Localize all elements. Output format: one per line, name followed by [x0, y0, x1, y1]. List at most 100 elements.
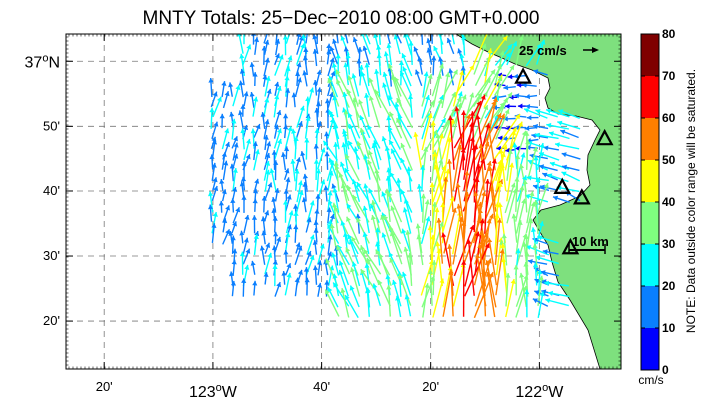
current-vector-head	[507, 149, 513, 154]
current-vector-shaft	[526, 139, 529, 170]
current-vector-shaft	[474, 112, 502, 160]
current-vector-shaft	[397, 114, 413, 139]
current-vector-head	[243, 125, 249, 131]
current-vector-head	[351, 261, 357, 267]
current-vector-head	[326, 43, 332, 49]
current-vector-head	[352, 97, 358, 103]
current-vector-head	[497, 202, 503, 208]
current-vector-shaft	[409, 252, 413, 286]
current-vector-head	[382, 71, 388, 77]
current-vector-shaft	[378, 253, 392, 287]
current-vector-head	[480, 158, 485, 164]
current-vector-head	[228, 82, 234, 88]
current-vector-head	[302, 173, 308, 179]
current-vector-shaft	[525, 201, 535, 234]
current-vector-head	[306, 217, 312, 223]
current-vector-head	[317, 260, 323, 266]
current-vector-head	[264, 97, 270, 103]
current-vector-shaft	[347, 112, 361, 139]
current-vector-head	[290, 159, 296, 164]
current-vector-head	[349, 285, 355, 291]
current-vector-head	[261, 196, 267, 201]
colorbar-tick-label: 70	[662, 69, 676, 83]
current-vector-head	[266, 141, 272, 147]
current-vector-head	[368, 77, 374, 83]
current-vector-head	[528, 218, 534, 224]
current-vector-head	[348, 140, 353, 146]
current-vector-head	[468, 122, 474, 128]
current-vector-head	[469, 111, 476, 116]
current-vector-head	[264, 39, 270, 45]
colorbar-tick-label: 0	[662, 363, 669, 377]
current-vector-shaft	[494, 213, 499, 255]
current-vector-head	[469, 65, 474, 71]
current-vector-head	[446, 38, 452, 44]
current-vector-head	[549, 161, 555, 167]
current-vector-head	[430, 234, 436, 240]
current-vector-shaft	[495, 108, 510, 140]
current-vector-head	[524, 131, 530, 136]
current-vector-head	[303, 47, 309, 52]
current-vector-head	[351, 73, 357, 79]
current-vector-shaft	[420, 259, 434, 296]
radar-station-triangle	[572, 188, 591, 205]
current-vector-shaft	[474, 191, 486, 244]
current-vector-shaft	[421, 275, 435, 308]
current-vector-head	[445, 72, 451, 78]
current-vector-head	[540, 39, 546, 45]
current-vector-head	[498, 179, 503, 185]
current-vector-head	[345, 295, 350, 301]
current-vector-head	[285, 177, 291, 183]
current-vector-head	[305, 116, 311, 121]
current-vector-shaft	[388, 225, 403, 254]
current-vector-head	[524, 289, 530, 295]
current-vector-head	[518, 121, 523, 127]
current-vector-head	[259, 245, 265, 251]
current-vector-shaft	[380, 214, 391, 244]
current-vector-head	[278, 54, 284, 60]
current-vector-head	[232, 187, 238, 192]
current-vector-shaft	[396, 34, 402, 44]
current-vector-head	[360, 34, 366, 37]
current-vector-head	[384, 146, 390, 151]
current-vector-head	[229, 111, 235, 117]
current-vector-head	[515, 145, 520, 152]
current-vector-shaft	[515, 176, 518, 212]
current-vector-shaft	[336, 244, 351, 275]
current-vector-shaft	[366, 257, 380, 286]
current-vector-shaft	[420, 216, 430, 244]
colorbar-tick-label: 20	[662, 279, 676, 293]
current-vector-head	[390, 75, 396, 81]
current-vector-head	[286, 224, 292, 230]
current-vector-head	[331, 202, 337, 208]
current-vector-head	[427, 113, 433, 119]
current-vector-head	[358, 65, 364, 70]
current-vector-head	[316, 121, 322, 127]
current-vector-shaft	[333, 202, 339, 234]
current-vector-shaft	[442, 270, 453, 317]
current-vector-head	[389, 231, 395, 237]
current-vector-head	[482, 91, 488, 97]
current-vector-head	[329, 214, 335, 220]
current-vector-head	[423, 71, 429, 77]
current-vector-head	[302, 55, 308, 61]
current-vector-head	[505, 103, 510, 109]
current-vector-head	[346, 89, 352, 95]
current-vector-head	[476, 94, 482, 100]
current-vector-head	[277, 128, 282, 134]
current-vector-head	[471, 145, 477, 150]
current-vector-head	[239, 53, 245, 59]
scale-bar-label: 10 km	[572, 234, 609, 249]
current-vector-head	[362, 45, 368, 51]
current-vector-head	[524, 251, 530, 257]
current-vector-shaft	[432, 73, 441, 108]
current-vector-head	[371, 200, 377, 206]
current-vector-head	[537, 235, 543, 241]
current-vector-shaft	[515, 35, 523, 66]
current-vector-shaft	[341, 287, 350, 318]
current-vector-head	[459, 53, 465, 59]
current-vector-head	[461, 260, 467, 265]
current-vector-shaft	[324, 289, 340, 317]
current-vector-head	[222, 218, 228, 224]
x-tick-label: 122oW	[515, 382, 564, 401]
